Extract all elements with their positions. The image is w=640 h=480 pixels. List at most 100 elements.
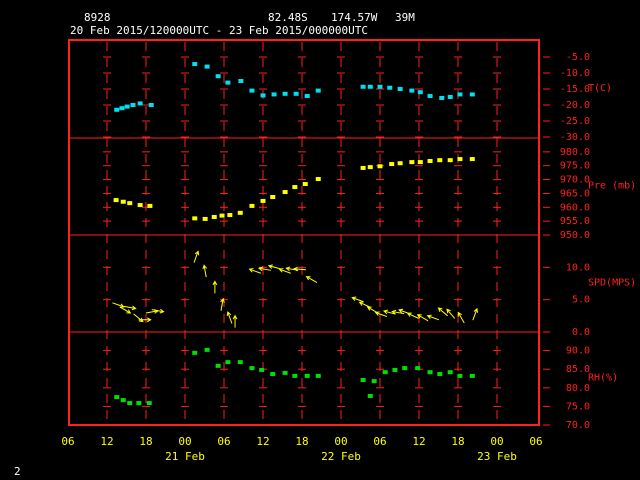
x-tick-label: 18 [451,435,464,448]
y-tick-label: 975.0 [560,161,590,172]
wind-arrow [358,301,371,308]
data-point [259,367,265,372]
y-tick-label: 75.0 [566,401,590,412]
data-point [389,162,395,167]
y-tick-label: 955.0 [560,216,590,227]
data-point [402,366,408,371]
data-point [417,160,423,165]
wind-arrow [212,280,218,294]
data-point [260,93,266,98]
data-point [304,373,310,378]
y-axis-label: Pre (mb) [588,181,636,192]
data-point [120,398,126,403]
data-point [249,366,255,371]
data-point [415,366,421,371]
data-point [447,95,453,99]
data-point [315,88,321,93]
data-point [367,393,373,398]
data-point [237,210,243,215]
page-number: 2 [14,465,21,478]
data-point [439,95,445,100]
date-label: 23 Feb [477,450,517,463]
y-tick-label: -5.0 [566,52,590,63]
wind-arrow [278,268,291,274]
data-point [147,203,153,208]
data-point [469,157,475,162]
data-point [367,165,373,170]
data-point [469,92,475,97]
data-point [227,213,233,218]
wind-arrow [437,307,448,317]
data-point [271,92,277,97]
data-point [282,91,288,96]
x-tick-label: 12 [256,435,269,448]
wind-arrow [123,305,137,311]
y-tick-label: 970.0 [560,175,590,186]
wind-arrow [382,309,396,315]
wind-arrow [446,308,456,319]
wind-arrow [457,311,465,324]
wind-arrow [406,312,419,319]
wind-arrow [374,311,388,318]
y-tick-label: 85.0 [566,364,590,375]
wind-arrow [267,264,281,270]
x-tick-label: 00 [178,435,191,448]
data-point [360,165,366,170]
y-axis-label: SPD(MPS) [588,278,636,289]
data-point [382,370,388,375]
data-point [219,213,225,218]
data-point [292,373,298,378]
data-point [237,360,243,365]
data-point [127,401,133,406]
data-point [137,101,143,106]
y-tick-label: -10.0 [560,68,590,79]
data-point [457,157,463,162]
date-label: 21 Feb [165,450,205,463]
data-point [211,214,217,219]
latitude: 82.48S [268,11,308,24]
data-point [302,182,308,187]
data-point [360,84,366,89]
wind-arrow [305,276,318,284]
station-id: 8928 [84,11,111,24]
longitude: 174.57W [331,11,378,24]
x-tick-label: 12 [100,435,113,448]
data-point [119,106,125,111]
data-point [447,370,453,375]
data-point [304,94,310,99]
wind-arrow [416,314,429,322]
data-point [397,87,403,91]
elevation: 39M [395,11,415,24]
data-point [409,160,415,165]
date-label: 22 Feb [321,450,361,463]
wind-arrow [258,266,271,272]
y-tick-label: 90.0 [566,346,590,357]
data-point [315,177,321,182]
x-tick-label: 06 [61,435,74,448]
x-tick-label: 18 [295,435,308,448]
y-tick-label: -30.0 [560,132,590,143]
y-tick-label: -20.0 [560,100,590,111]
data-point [204,347,210,352]
data-point [146,401,152,406]
data-point [387,85,393,90]
data-point [409,88,415,93]
y-tick-label: 80.0 [566,383,590,394]
wind-arrow [426,314,440,321]
data-point [417,90,423,95]
data-point [249,203,255,208]
data-point [114,107,120,112]
data-point [202,216,208,221]
data-point [225,80,231,85]
data-point [127,201,133,206]
data-point [260,198,266,203]
x-tick-label: 06 [373,435,386,448]
x-tick-label: 12 [412,435,425,448]
data-point [437,372,443,377]
wind-arrow [220,297,225,311]
wind-arrow [248,268,262,274]
wind-arrow [472,307,479,321]
data-point [204,64,210,69]
data-point [360,377,366,382]
